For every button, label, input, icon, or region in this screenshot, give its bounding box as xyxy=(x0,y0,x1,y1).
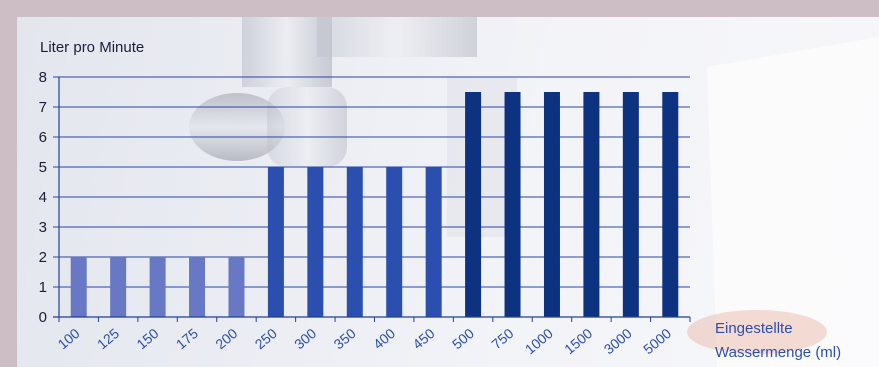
axes xyxy=(53,77,691,322)
bar xyxy=(583,92,600,317)
bar xyxy=(622,92,639,317)
y-tick-label: 3 xyxy=(39,219,47,236)
bar xyxy=(189,257,206,317)
y-tick-label: 8 xyxy=(39,69,47,86)
x-tick-label: 100 xyxy=(54,325,82,352)
y-tick-label: 0 xyxy=(39,309,47,326)
bar xyxy=(425,167,442,317)
y-tick-label: 6 xyxy=(39,129,47,146)
x-tick-label: 400 xyxy=(370,325,398,352)
x-tick-labels: 100 125 150 175 200 250 300 350 400 450 500 750 1000… xyxy=(54,325,674,357)
x-tick-label: 750 xyxy=(488,325,516,352)
bar xyxy=(346,167,363,317)
y-tick-label: 4 xyxy=(39,189,47,206)
y-tick-labels: 0 1 2 3 4 5 6 7 8 xyxy=(39,69,47,326)
bar xyxy=(307,167,324,317)
bar xyxy=(662,92,679,317)
bar xyxy=(504,92,521,317)
x-tick-label: 125 xyxy=(94,325,122,352)
x-tick-label: 1000 xyxy=(522,325,556,357)
chart-panel: 0 1 2 3 4 5 6 7 8 100 125 150 175 200 250 300 350 400 450… xyxy=(17,17,879,367)
x-tick-label: 1500 xyxy=(561,325,595,357)
bar xyxy=(267,167,284,317)
x-tick-label: 150 xyxy=(133,325,161,352)
x-tick-label: 200 xyxy=(212,325,240,352)
x-tick-label: 300 xyxy=(291,325,319,352)
bar-chart: 0 1 2 3 4 5 6 7 8 100 125 150 175 200 250 300 350 400 450… xyxy=(39,39,841,361)
x-tick-label: 350 xyxy=(331,325,359,352)
x-tick-label: 3000 xyxy=(601,325,635,357)
y-axis-title: Liter pro Minute xyxy=(40,39,144,56)
y-tick-label: 1 xyxy=(39,279,47,296)
x-tick-label: 250 xyxy=(252,325,280,352)
bar xyxy=(386,167,403,317)
bar xyxy=(228,257,245,317)
x-tick-label: 175 xyxy=(173,325,201,352)
bar xyxy=(110,257,127,317)
y-tick-label: 5 xyxy=(39,159,47,176)
y-tick-label: 2 xyxy=(39,249,47,266)
bar xyxy=(465,92,482,317)
x-axis-title-line1: Eingestellte xyxy=(715,320,793,337)
bars xyxy=(70,92,679,317)
bar xyxy=(149,257,166,317)
x-tick-label: 500 xyxy=(449,325,477,352)
x-tick-label: 450 xyxy=(409,325,437,352)
faucet-photo-background xyxy=(189,17,879,367)
x-axis-title-line2: Wassermenge (ml) xyxy=(715,344,841,361)
y-tick-label: 7 xyxy=(39,99,47,116)
bar xyxy=(543,92,560,317)
bar xyxy=(70,257,87,317)
x-tick-label: 5000 xyxy=(640,325,674,357)
